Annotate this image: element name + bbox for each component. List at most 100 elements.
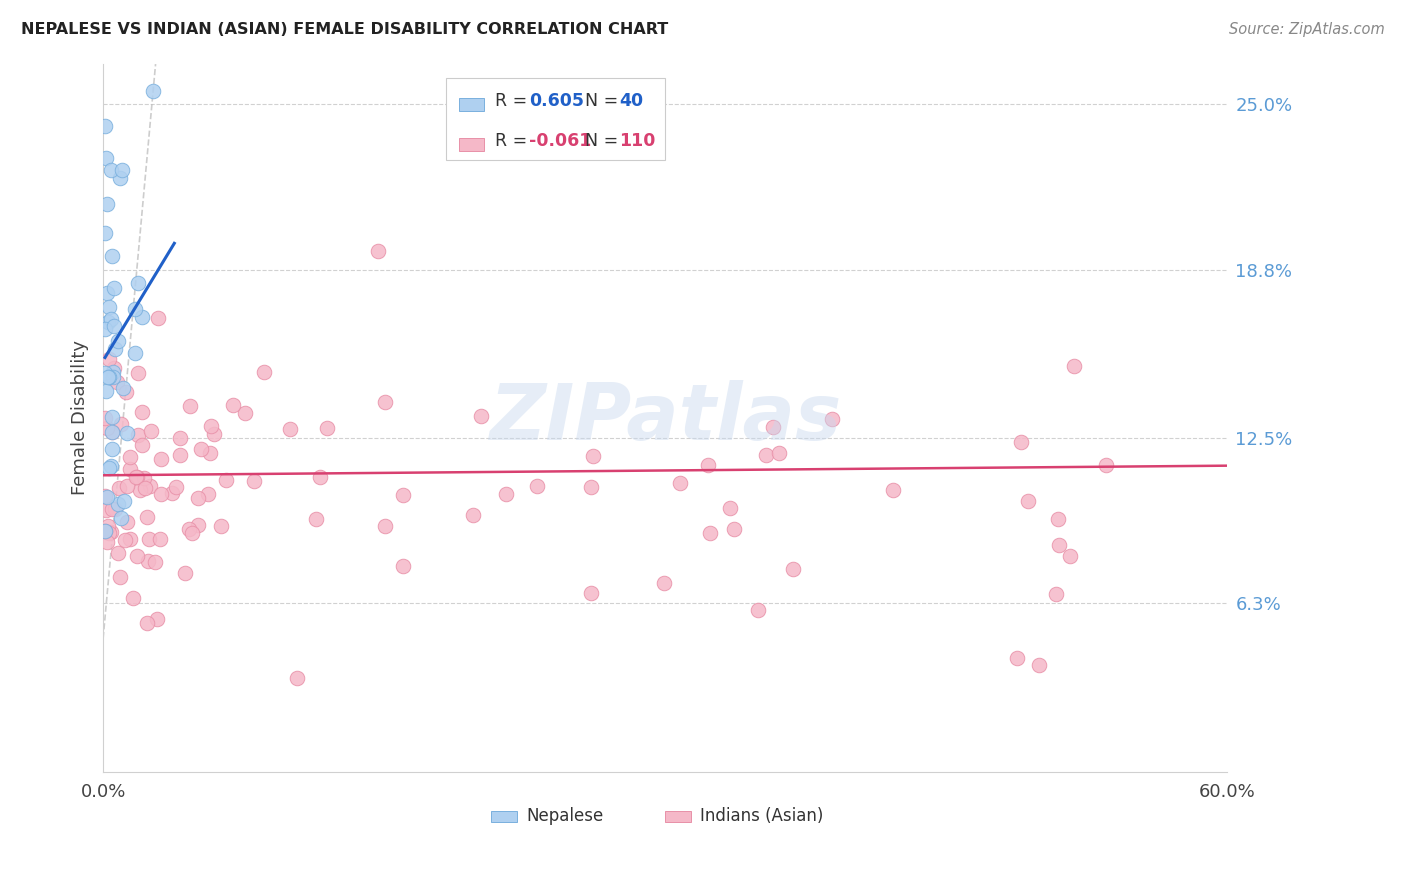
Point <box>104 342 127 356</box>
Point <box>174 566 197 580</box>
Point <box>821 412 844 426</box>
Point <box>470 409 492 423</box>
Point <box>97 370 120 384</box>
Point <box>122 591 145 605</box>
Point <box>114 533 136 547</box>
Point <box>111 163 134 178</box>
Point <box>101 425 124 439</box>
Point <box>96 151 118 165</box>
FancyBboxPatch shape <box>446 78 665 160</box>
Point <box>1045 587 1067 601</box>
Text: Source: ZipAtlas.com: Source: ZipAtlas.com <box>1229 22 1385 37</box>
Text: R =: R = <box>495 132 533 150</box>
Point <box>278 422 301 436</box>
Point <box>309 470 332 484</box>
Point <box>111 381 134 395</box>
Point <box>755 448 778 462</box>
Point <box>149 532 172 546</box>
Point <box>149 487 172 501</box>
FancyBboxPatch shape <box>491 811 517 822</box>
Point <box>131 310 153 324</box>
Point <box>138 532 160 546</box>
Point <box>103 361 125 376</box>
Point <box>1095 458 1118 472</box>
FancyBboxPatch shape <box>460 98 484 112</box>
Point <box>96 490 118 504</box>
Point <box>136 554 159 568</box>
Text: R =: R = <box>495 92 533 111</box>
Point <box>768 446 790 460</box>
Point <box>103 502 125 516</box>
Point <box>100 525 122 540</box>
Point <box>1047 538 1070 552</box>
Point <box>200 446 222 460</box>
Point <box>120 450 142 465</box>
Text: Indians (Asian): Indians (Asian) <box>700 806 824 825</box>
Point <box>96 534 118 549</box>
Point <box>107 334 129 348</box>
Point <box>187 517 209 532</box>
Point <box>120 462 142 476</box>
Point <box>165 480 187 494</box>
Point <box>367 244 389 258</box>
Point <box>697 458 720 472</box>
FancyBboxPatch shape <box>460 138 484 151</box>
Point <box>132 471 155 485</box>
Point <box>103 366 125 380</box>
Point <box>253 365 276 379</box>
Point <box>762 419 785 434</box>
Point <box>202 427 225 442</box>
Point <box>98 460 121 475</box>
Point <box>495 486 517 500</box>
Point <box>94 227 117 241</box>
Point <box>125 549 148 564</box>
Point <box>114 494 136 508</box>
Point <box>1005 650 1028 665</box>
Point <box>96 285 118 300</box>
Point <box>187 491 209 506</box>
Point <box>145 612 167 626</box>
Point <box>463 508 485 522</box>
Point <box>285 671 308 685</box>
Point <box>100 458 122 473</box>
Point <box>1010 434 1032 449</box>
Point <box>101 249 124 263</box>
Point <box>117 479 139 493</box>
Point <box>94 489 117 503</box>
Point <box>148 310 170 325</box>
Point <box>94 120 117 134</box>
Text: 110: 110 <box>619 132 655 150</box>
Text: N =: N = <box>585 132 624 150</box>
Point <box>197 487 219 501</box>
Point <box>101 502 124 516</box>
Point <box>526 479 548 493</box>
Point <box>98 352 121 367</box>
Point <box>131 404 153 418</box>
Point <box>96 420 118 434</box>
Point <box>127 276 149 290</box>
Point <box>107 497 129 511</box>
Point <box>179 522 201 536</box>
Point <box>222 398 245 412</box>
Point <box>94 366 117 380</box>
Point <box>98 526 121 541</box>
Point <box>94 410 117 425</box>
Point <box>100 163 122 178</box>
Point <box>1017 494 1039 508</box>
Point <box>374 394 396 409</box>
Point <box>882 483 904 497</box>
Point <box>118 532 141 546</box>
Point <box>110 510 132 524</box>
Point <box>97 315 120 329</box>
Point <box>124 470 146 484</box>
Point <box>101 425 124 439</box>
Point <box>782 562 804 576</box>
FancyBboxPatch shape <box>665 811 692 822</box>
Point <box>581 586 603 600</box>
Point <box>242 474 264 488</box>
Point <box>94 321 117 335</box>
Point <box>108 481 131 495</box>
Point <box>96 197 118 211</box>
Text: -0.061: -0.061 <box>529 132 592 150</box>
Point <box>1063 359 1085 374</box>
